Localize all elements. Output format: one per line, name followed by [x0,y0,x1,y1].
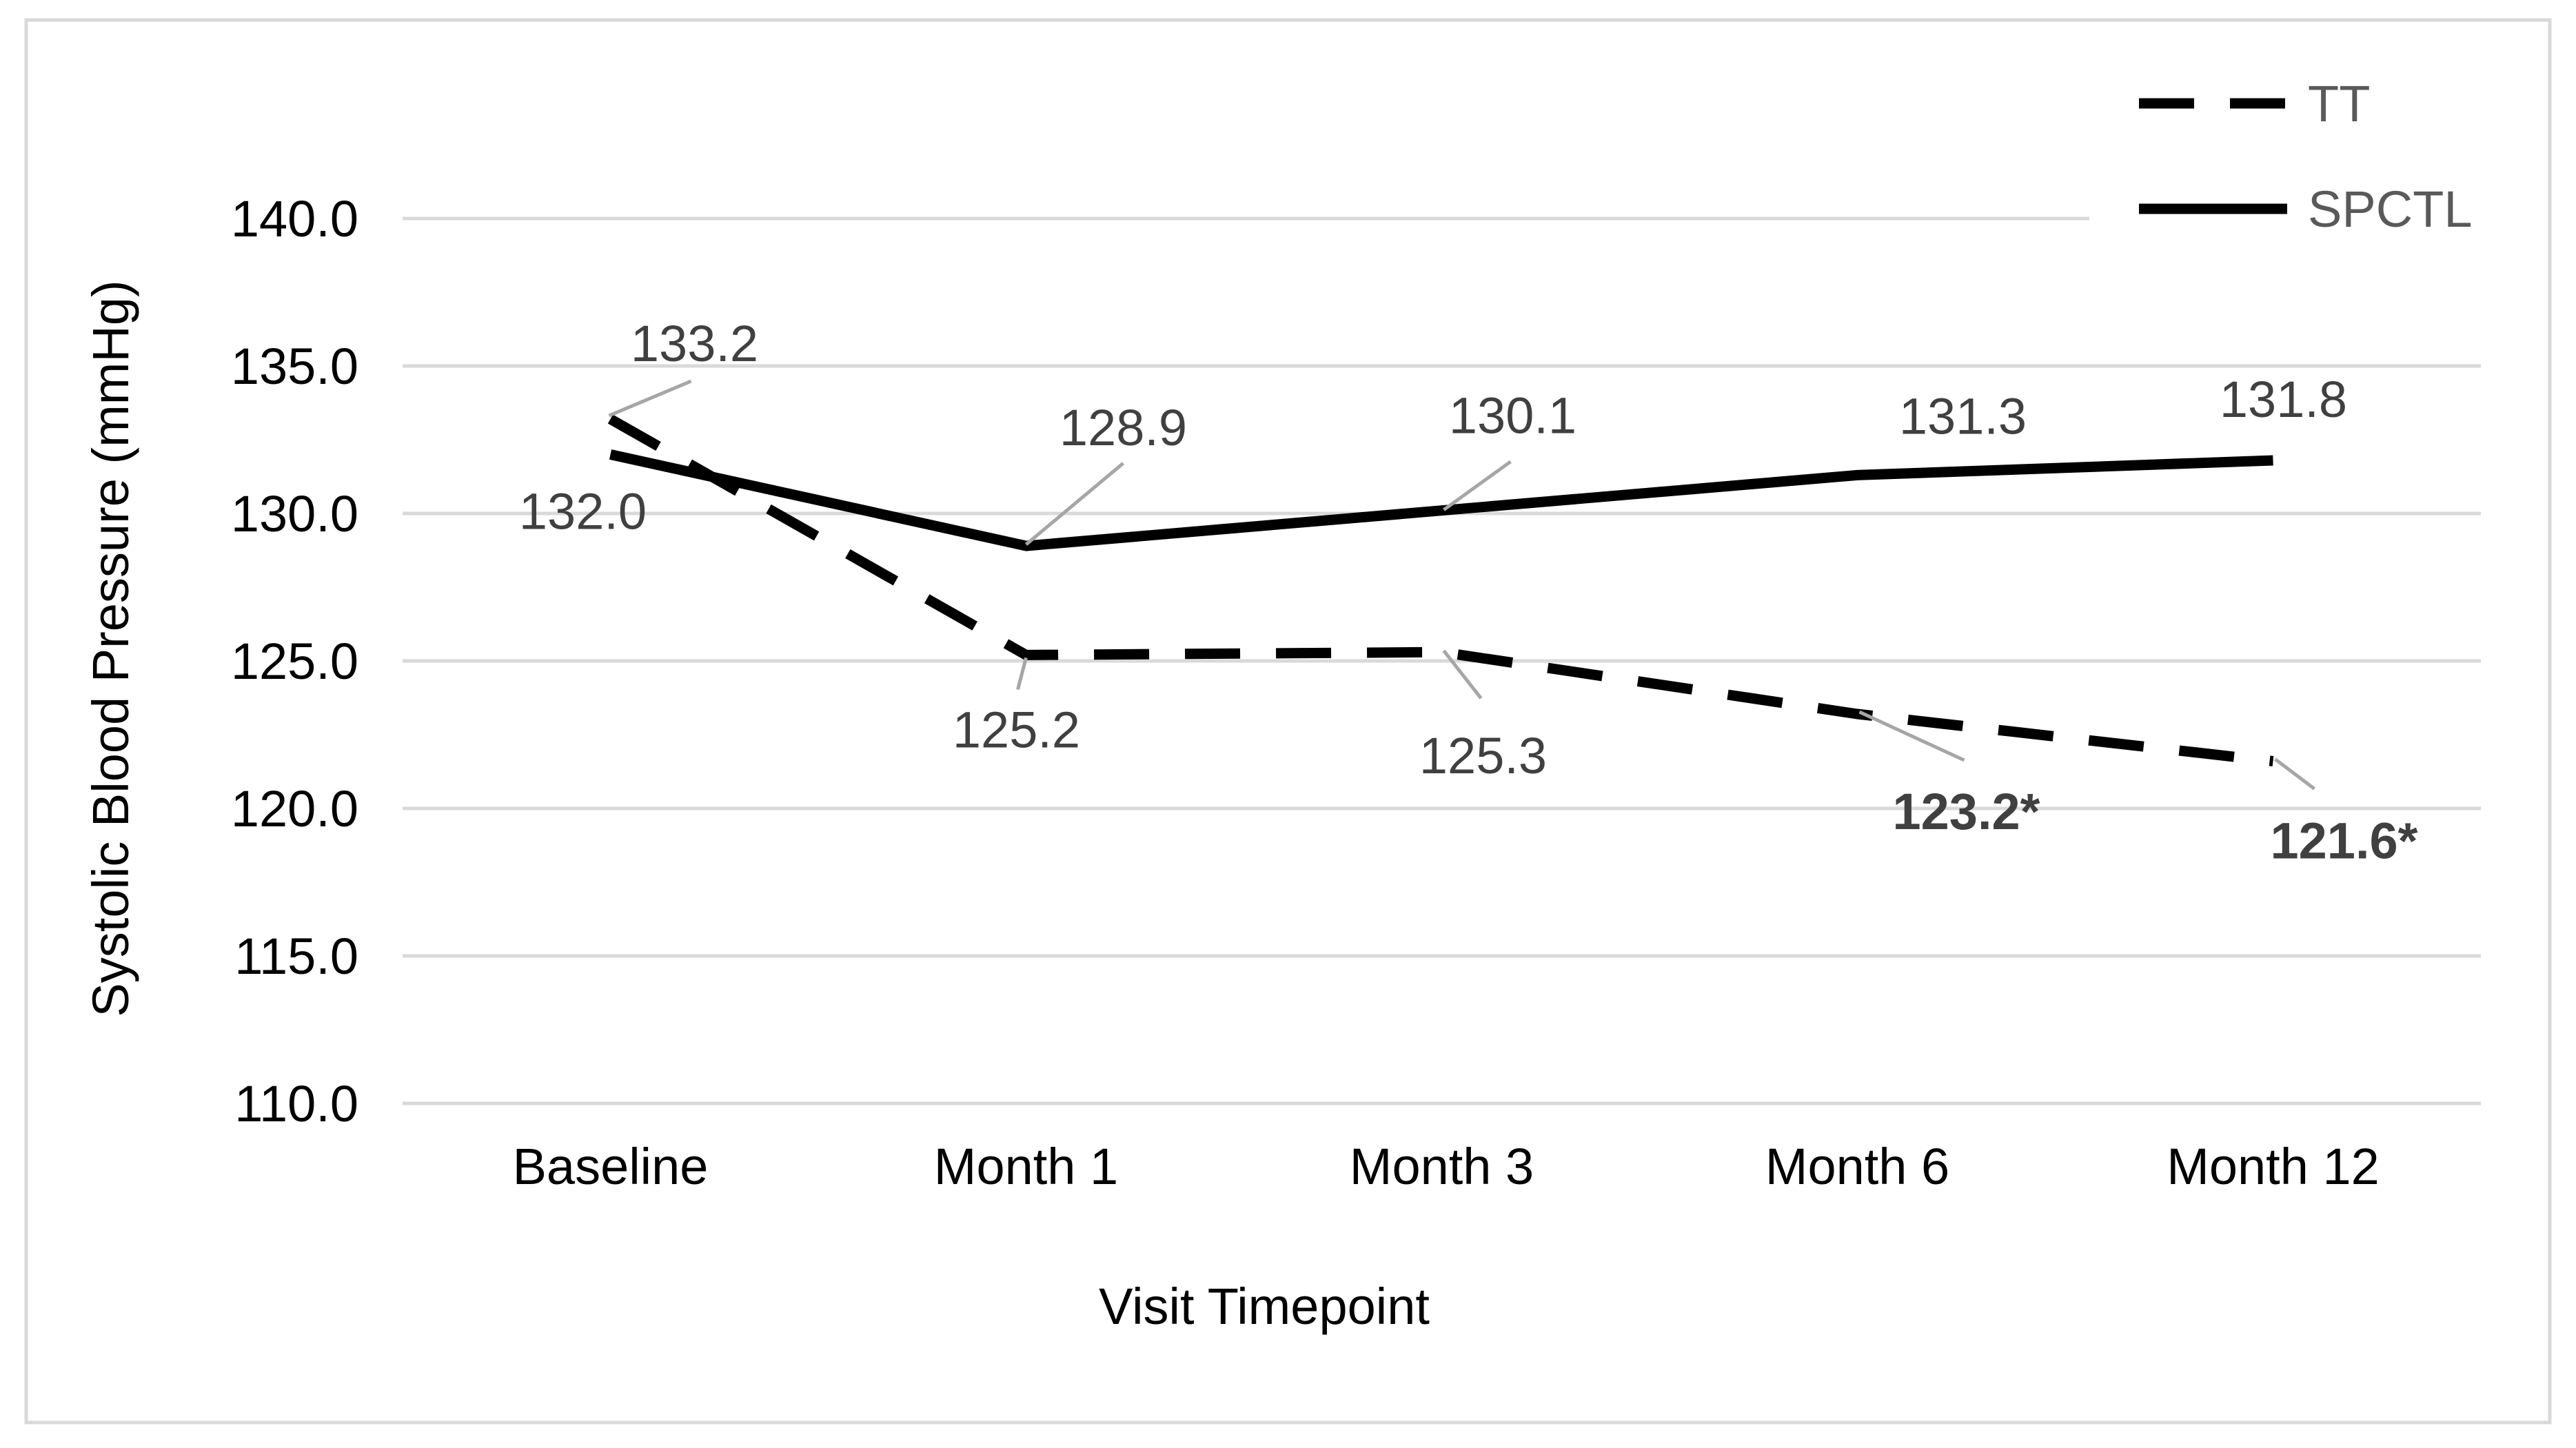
y-axis-tick-label: 135.0 [231,338,358,395]
data-label: 130.1 [1449,387,1576,445]
legend-item-spctl: SPCTL [2139,181,2473,238]
y-axis-tick-label: 110.0 [234,1075,358,1132]
data-labels: 133.2 125.2 125.3 123.2* 121.6* 132.0 128.9 130… [519,315,2418,869]
legend-label: SPCTL [2308,181,2473,238]
y-axis-tick-label: 115.0 [234,928,358,985]
leader-line [1442,649,1483,700]
series-line-tt [607,414,2274,766]
data-label: 131.3 [1899,387,2027,445]
x-axis-tick-labels: Baseline Month 1 Month 3 Month 6 Month 12 [513,1138,2380,1195]
leader-line [1858,710,1965,762]
y-axis-tick-label: 140.0 [231,190,358,247]
data-label: 128.9 [1059,399,1187,456]
y-axis-tick-label: 130.0 [231,485,358,542]
x-axis-tick-label: Month 3 [1350,1138,1534,1195]
x-axis-tick-label: Month 12 [2167,1138,2380,1195]
data-point [605,449,616,460]
x-axis-tick-label: Month 1 [934,1138,1118,1195]
data-label-leader-lines [608,379,2316,791]
data-label: 125.2 [953,701,1080,758]
data-label: 133.2 [631,315,758,372]
y-axis-tick-label: 120.0 [231,780,358,837]
x-axis-tick-label: Baseline [513,1138,709,1195]
leader-line [608,379,692,418]
series-line-spctl [609,449,2273,551]
y-axis-title: Systolic Blood Pressure (mmHg) [82,280,139,1017]
legend-item-tt: TT [2139,75,2370,132]
data-label: 125.3 [1419,727,1547,784]
data-point [1852,469,1863,480]
chart-border [24,18,2552,1425]
leader-line [1443,460,1512,511]
data-point [2268,455,2279,466]
legend-background [2089,57,2497,246]
legend: TT SPCTL [2139,75,2473,238]
data-label: 123.2* [1893,783,2040,840]
data-label: 132.0 [519,482,647,540]
y-axis-tick-label: 125.0 [231,633,358,690]
x-axis-title: Visit Timepoint [1099,1278,1430,1335]
x-axis-tick-label: Month 6 [1765,1138,1949,1195]
leader-line [1024,462,1125,546]
series-lines [605,414,2279,766]
data-label: 131.8 [2220,371,2347,428]
y-axis-tick-labels: 110.0 115.0 120.0 125.0 130.0 135.0 140.0 [231,190,358,1132]
leader-line [1016,657,1028,691]
legend-label: TT [2308,75,2370,132]
leader-line [2273,757,2316,791]
data-label: 121.6* [2271,813,2418,870]
